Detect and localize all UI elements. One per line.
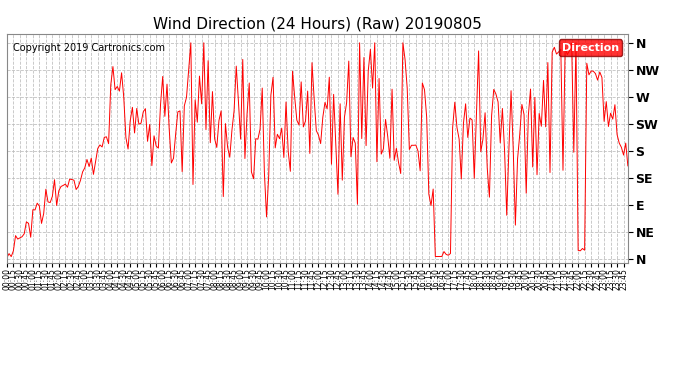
Title: Wind Direction (24 Hours) (Raw) 20190805: Wind Direction (24 Hours) (Raw) 20190805 [153,16,482,31]
Legend: Direction: Direction [558,39,622,56]
Text: Copyright 2019 Cartronics.com: Copyright 2019 Cartronics.com [13,43,165,53]
